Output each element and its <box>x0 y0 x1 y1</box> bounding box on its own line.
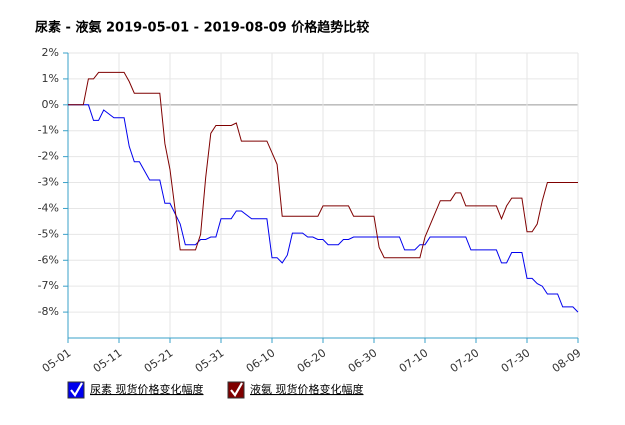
x-tick-label: 06-20 <box>295 346 329 375</box>
y-tick-label: 0% <box>42 98 59 111</box>
x-tick-label: 05-21 <box>142 346 176 375</box>
legend-item[interactable]: 液氨 现货价格变化幅度 <box>227 381 364 399</box>
x-tick-label: 07-20 <box>448 346 482 375</box>
series-line <box>68 104 579 313</box>
legend-item[interactable]: 尿素 现货价格变化幅度 <box>67 381 204 399</box>
x-tick-label: 07-10 <box>397 346 431 375</box>
x-tick-label: 05-01 <box>40 346 74 375</box>
x-tick-label: 06-10 <box>244 346 278 375</box>
check-mark <box>70 382 83 397</box>
y-tick-label: -2% <box>38 150 59 163</box>
y-tick-label: -8% <box>38 305 59 318</box>
x-tick-label: 07-30 <box>499 346 533 375</box>
chart-title: 尿素 - 液氨 2019-05-01 - 2019-08-09 价格趋势比较 <box>35 20 369 36</box>
y-tick-label: -7% <box>38 279 59 292</box>
x-tick-label: 05-11 <box>91 346 125 375</box>
check-mark <box>230 382 243 397</box>
y-tick-label: -1% <box>38 124 59 137</box>
y-tick-label: -5% <box>38 227 59 240</box>
series-line <box>68 71 578 259</box>
y-tick-label: 1% <box>42 72 59 85</box>
y-tick-label: 2% <box>42 46 59 59</box>
y-tick-label: -4% <box>38 201 59 214</box>
y-tick-label: -6% <box>38 253 59 266</box>
legend-label: 尿素 现货价格变化幅度 <box>90 382 204 396</box>
legend-label: 液氨 现货价格变化幅度 <box>250 382 364 396</box>
x-tick-label: 05-31 <box>193 346 227 375</box>
y-tick-label: -3% <box>38 176 59 189</box>
x-tick-label: 06-30 <box>346 346 380 375</box>
x-tick-label: 08-09 <box>550 346 584 375</box>
